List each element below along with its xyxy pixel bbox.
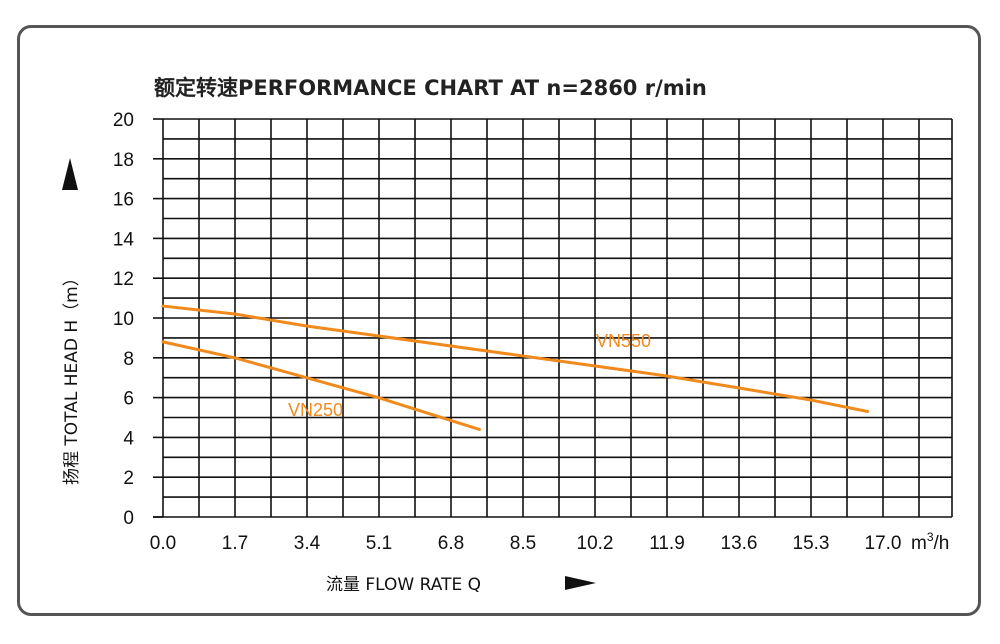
x-unit: m3/h (911, 530, 949, 554)
y-tick-label: 18 (113, 150, 134, 171)
y-axis-title: 扬程 TOTAL HEAD H（m） (62, 269, 82, 485)
y-axis-ticks: 0 2 4 6 8 10 12 14 16 18 20 (113, 110, 163, 529)
y-tick-label: 6 (123, 389, 134, 410)
y-tick-label: 10 (113, 309, 134, 330)
chart-title: 额定转速PERFORMANCE CHART AT n=2860 r/min (154, 76, 707, 100)
y-tick-label: 0 (123, 508, 134, 529)
x-tick-label: 17.0 (865, 533, 902, 554)
series-label-vn250: VN250 (288, 400, 343, 420)
x-tick-label: 13.6 (721, 533, 758, 554)
x-tick-label: 3.4 (294, 533, 321, 554)
y-axis-arrow-icon (62, 158, 78, 190)
x-tick-label: 5.1 (366, 533, 392, 554)
x-tick-label: 6.8 (438, 533, 464, 554)
chart-grid (153, 118, 953, 518)
y-tick-label: 12 (113, 269, 134, 290)
y-tick-label: 14 (113, 229, 135, 250)
series-label-vn550: VN550 (596, 331, 651, 351)
x-tick-label: 8.5 (510, 533, 536, 554)
x-tick-label: 10.2 (577, 533, 614, 554)
y-tick-label: 2 (123, 468, 134, 489)
x-axis-title-group: 流量 FLOW RATE Q (326, 575, 596, 595)
x-tick-label: 1.7 (222, 533, 248, 554)
x-axis-arrow-icon (565, 576, 596, 590)
x-unit-label: m3/h (911, 530, 949, 554)
x-tick-label: 15.3 (793, 533, 830, 554)
x-axis-ticks: 0.0 1.7 3.4 5.1 6.8 8.5 10.2 11.9 13.6 15.3 17.0 (150, 533, 902, 554)
y-tick-label: 4 (123, 428, 134, 449)
x-axis-title: 流量 FLOW RATE Q (326, 575, 481, 595)
series-line-vn550 (161, 304, 870, 414)
y-tick-label: 8 (123, 349, 134, 370)
y-tick-label: 16 (113, 190, 134, 211)
x-tick-label: 0.0 (150, 533, 176, 554)
chart-series: VN550 VN250 (161, 304, 870, 431)
y-tick-label: 20 (113, 110, 134, 131)
x-tick-label: 11.9 (649, 533, 685, 554)
y-axis-title-group: 扬程 TOTAL HEAD H（m） (62, 158, 82, 485)
series-line-vn250 (161, 340, 481, 431)
